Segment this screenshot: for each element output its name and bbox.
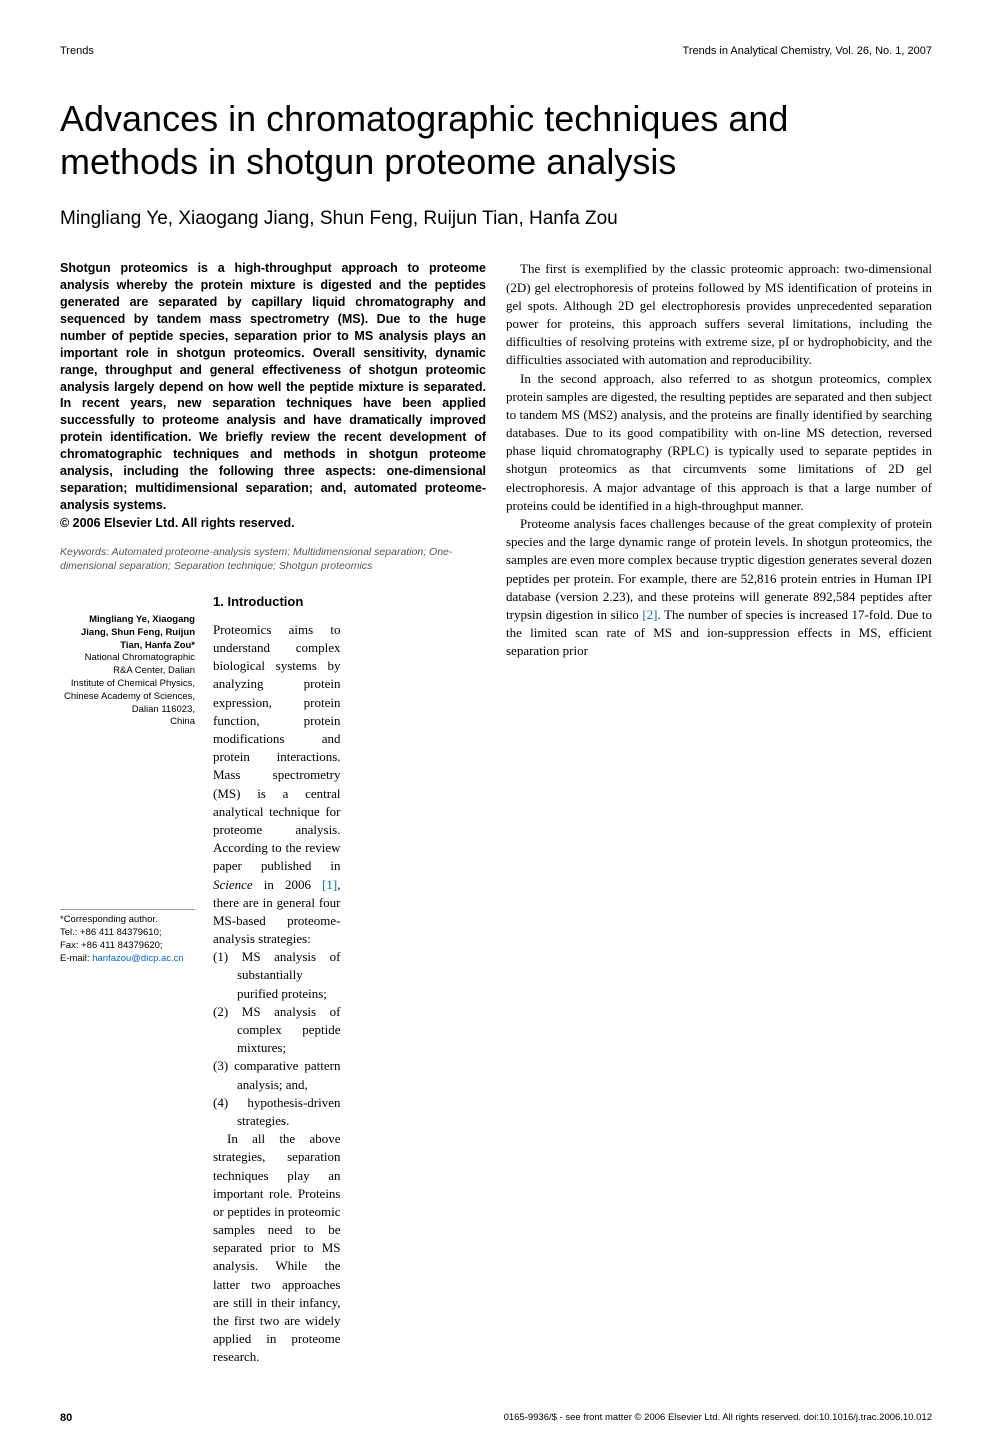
author-affiliation: Mingliang Ye, Xiaogang Jiang, Shun Feng,… — [60, 614, 195, 729]
abstract-text: Shotgun proteomics is a high-throughput … — [60, 260, 486, 513]
reference-link[interactable]: [1] — [322, 877, 337, 892]
affiliation-names: Mingliang Ye, Xiaogang Jiang, Shun Feng,… — [60, 614, 195, 652]
header-left: Trends — [60, 45, 94, 57]
email-link[interactable]: hanfazou@dicp.ac.cn — [92, 953, 184, 964]
affiliation-line: R&A Center, Dalian — [60, 665, 195, 678]
strategy-list: (1) MS analysis of substantially purifie… — [213, 948, 341, 1130]
affiliation-line: Dalian 116023, — [60, 704, 195, 717]
section-heading: 1. Introduction — [213, 594, 341, 609]
affiliation-line: Chinese Academy of Sciences, — [60, 691, 195, 704]
contact-block: *Corresponding author. Tel.: +86 411 843… — [60, 909, 195, 965]
affiliation-line: Institute of Chemical Physics, — [60, 678, 195, 691]
header-right: Trends in Analytical Chemistry, Vol. 26,… — [683, 45, 932, 57]
intro-paragraph-1: Proteomics aims to understand complex bi… — [213, 621, 341, 948]
contact-tel: Tel.: +86 411 84379610; — [60, 927, 195, 940]
right-column-text: The first is exemplified by the classic … — [506, 260, 932, 1366]
page-footer: 80 0165-9936/$ - see front matter © 2006… — [60, 1412, 932, 1424]
contact-fax: Fax: +86 411 84379620; — [60, 940, 195, 953]
keywords-text: Automated proteome-analysis system; Mult… — [60, 546, 452, 573]
page-header: Trends Trends in Analytical Chemistry, V… — [60, 45, 932, 57]
copyright-text: © 2006 Elsevier Ltd. All rights reserved… — [60, 516, 486, 530]
list-item: (2) MS analysis of complex peptide mixtu… — [213, 1003, 341, 1058]
author-list: Mingliang Ye, Xiaogang Jiang, Shun Feng,… — [60, 208, 932, 230]
page-number: 80 — [60, 1412, 72, 1424]
keywords-block: Keywords: Automated proteome-analysis sy… — [60, 545, 486, 574]
intro-paragraph-2: In all the above strategies, separation … — [213, 1130, 341, 1366]
affiliation-line: National Chromatographic — [60, 652, 195, 665]
list-item: (3) comparative pattern analysis; and, — [213, 1057, 341, 1093]
list-item: (4) hypothesis-driven strategies. — [213, 1094, 341, 1130]
article-title: Advances in chromatographic techniques a… — [60, 97, 932, 183]
corresponding-label: *Corresponding author. — [60, 914, 195, 927]
keywords-label: Keywords: — [60, 546, 109, 558]
email-label: E-mail: — [60, 953, 90, 964]
footer-info: 0165-9936/$ - see front matter © 2006 El… — [504, 1412, 932, 1424]
list-item: (1) MS analysis of substantially purifie… — [213, 948, 341, 1003]
reference-link[interactable]: [2] — [642, 607, 657, 622]
affiliation-line: China — [60, 716, 195, 729]
